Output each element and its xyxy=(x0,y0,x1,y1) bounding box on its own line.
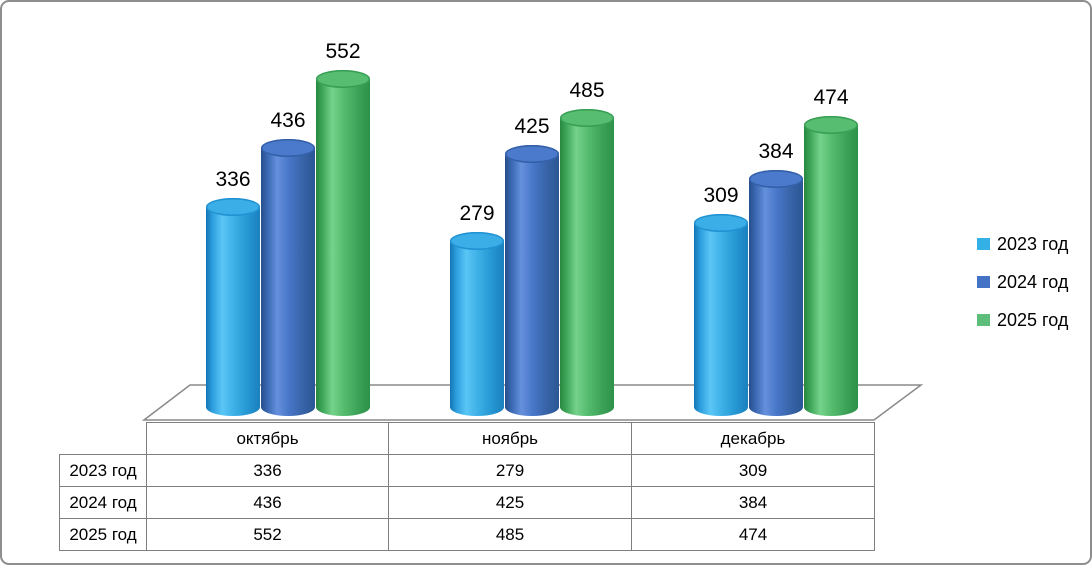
data-table-body: октябрь ноябрь декабрь 2023 год 336 279 309 202… xyxy=(59,422,875,551)
cylinder-2025-год-октябрь xyxy=(316,70,370,416)
table-header-cell: декабрь xyxy=(631,422,875,455)
table-corner-cell xyxy=(60,423,147,455)
legend-label-2024: 2024 год xyxy=(997,272,1069,292)
bar-value-label: 474 xyxy=(813,86,849,109)
table-header-cell: октябрь xyxy=(146,422,389,455)
cylinder-2025-год-ноябрь xyxy=(560,109,614,416)
table-value-cell: 474 xyxy=(631,518,875,551)
bar-value-label: 425 xyxy=(514,115,550,138)
table-value-cell: 485 xyxy=(388,518,632,551)
bar-value-label: 309 xyxy=(703,184,739,207)
cylinder-cap xyxy=(804,116,858,134)
bar-value-label: 552 xyxy=(325,40,361,63)
table-row-label: 2024 год xyxy=(59,486,147,519)
data-table: октябрь ноябрь декабрь 2023 год 336 279 309 202… xyxy=(59,422,875,551)
table-value-cell: 384 xyxy=(631,486,875,519)
cylinder-body xyxy=(694,223,748,416)
legend-item-2025: 2025 год xyxy=(977,311,1068,329)
table-value-cell: 425 xyxy=(388,486,632,519)
table-row-label: 2025 год xyxy=(59,518,147,551)
table-value-cell: 552 xyxy=(146,518,389,551)
bar-value-label: 436 xyxy=(270,109,306,132)
legend: 2023 год 2024 год 2025 год xyxy=(977,235,1068,329)
cylinder-body xyxy=(450,241,504,416)
legend-item-2024: 2024 год xyxy=(977,273,1068,291)
cylinder-cap xyxy=(261,139,315,157)
cylinder-cap xyxy=(749,170,803,188)
bar-value-label: 384 xyxy=(758,140,794,163)
legend-item-2023: 2023 год xyxy=(977,235,1068,253)
table-value-cell: 279 xyxy=(388,454,632,487)
cylinder-2025-год-декабрь xyxy=(804,116,858,416)
legend-swatch-2023 xyxy=(977,238,990,250)
cylinder-2024-год-октябрь xyxy=(261,139,315,416)
bar-value-label: 336 xyxy=(215,168,251,191)
cylinder-cap xyxy=(560,109,614,127)
table-value-cell: 309 xyxy=(631,454,875,487)
cylinder-cap xyxy=(450,232,504,250)
cylinder-2024-год-декабрь xyxy=(749,170,803,416)
table-header-cell: ноябрь xyxy=(388,422,632,455)
cylinder-2023-год-декабрь xyxy=(694,214,748,416)
cylinder-body xyxy=(261,148,315,416)
cylinder-cap xyxy=(206,198,260,216)
cylinder-body xyxy=(206,207,260,416)
table-value-cell: 336 xyxy=(146,454,389,487)
bar-value-label: 485 xyxy=(569,79,605,102)
table-value-cell: 436 xyxy=(146,486,389,519)
legend-swatch-2024 xyxy=(977,276,990,288)
table-row-label: 2023 год xyxy=(59,454,147,487)
cylinder-cap xyxy=(694,214,748,232)
cylinder-body xyxy=(804,125,858,416)
table-header-row: октябрь ноябрь декабрь xyxy=(60,422,875,455)
table-row: 2024 год 436 425 384 xyxy=(59,486,875,519)
cylinder-2023-год-октябрь xyxy=(206,198,260,416)
cylinder-cap xyxy=(505,145,559,163)
cylinder-body xyxy=(505,154,559,416)
table-row: 2023 год 336 279 309 xyxy=(59,454,875,487)
cylinder-2023-год-ноябрь xyxy=(450,232,504,416)
cylinder-body xyxy=(316,79,370,416)
table-row: 2025 год 552 485 474 xyxy=(59,518,875,551)
legend-swatch-2025 xyxy=(977,314,990,326)
cylinder-2024-год-ноябрь xyxy=(505,145,559,416)
cylinder-cap xyxy=(316,70,370,88)
cylinder-body xyxy=(560,118,614,416)
legend-label-2023: 2023 год xyxy=(997,234,1069,254)
legend-label-2025: 2025 год xyxy=(997,310,1069,330)
bar-value-label: 279 xyxy=(459,202,495,225)
cylinder-body xyxy=(749,179,803,416)
